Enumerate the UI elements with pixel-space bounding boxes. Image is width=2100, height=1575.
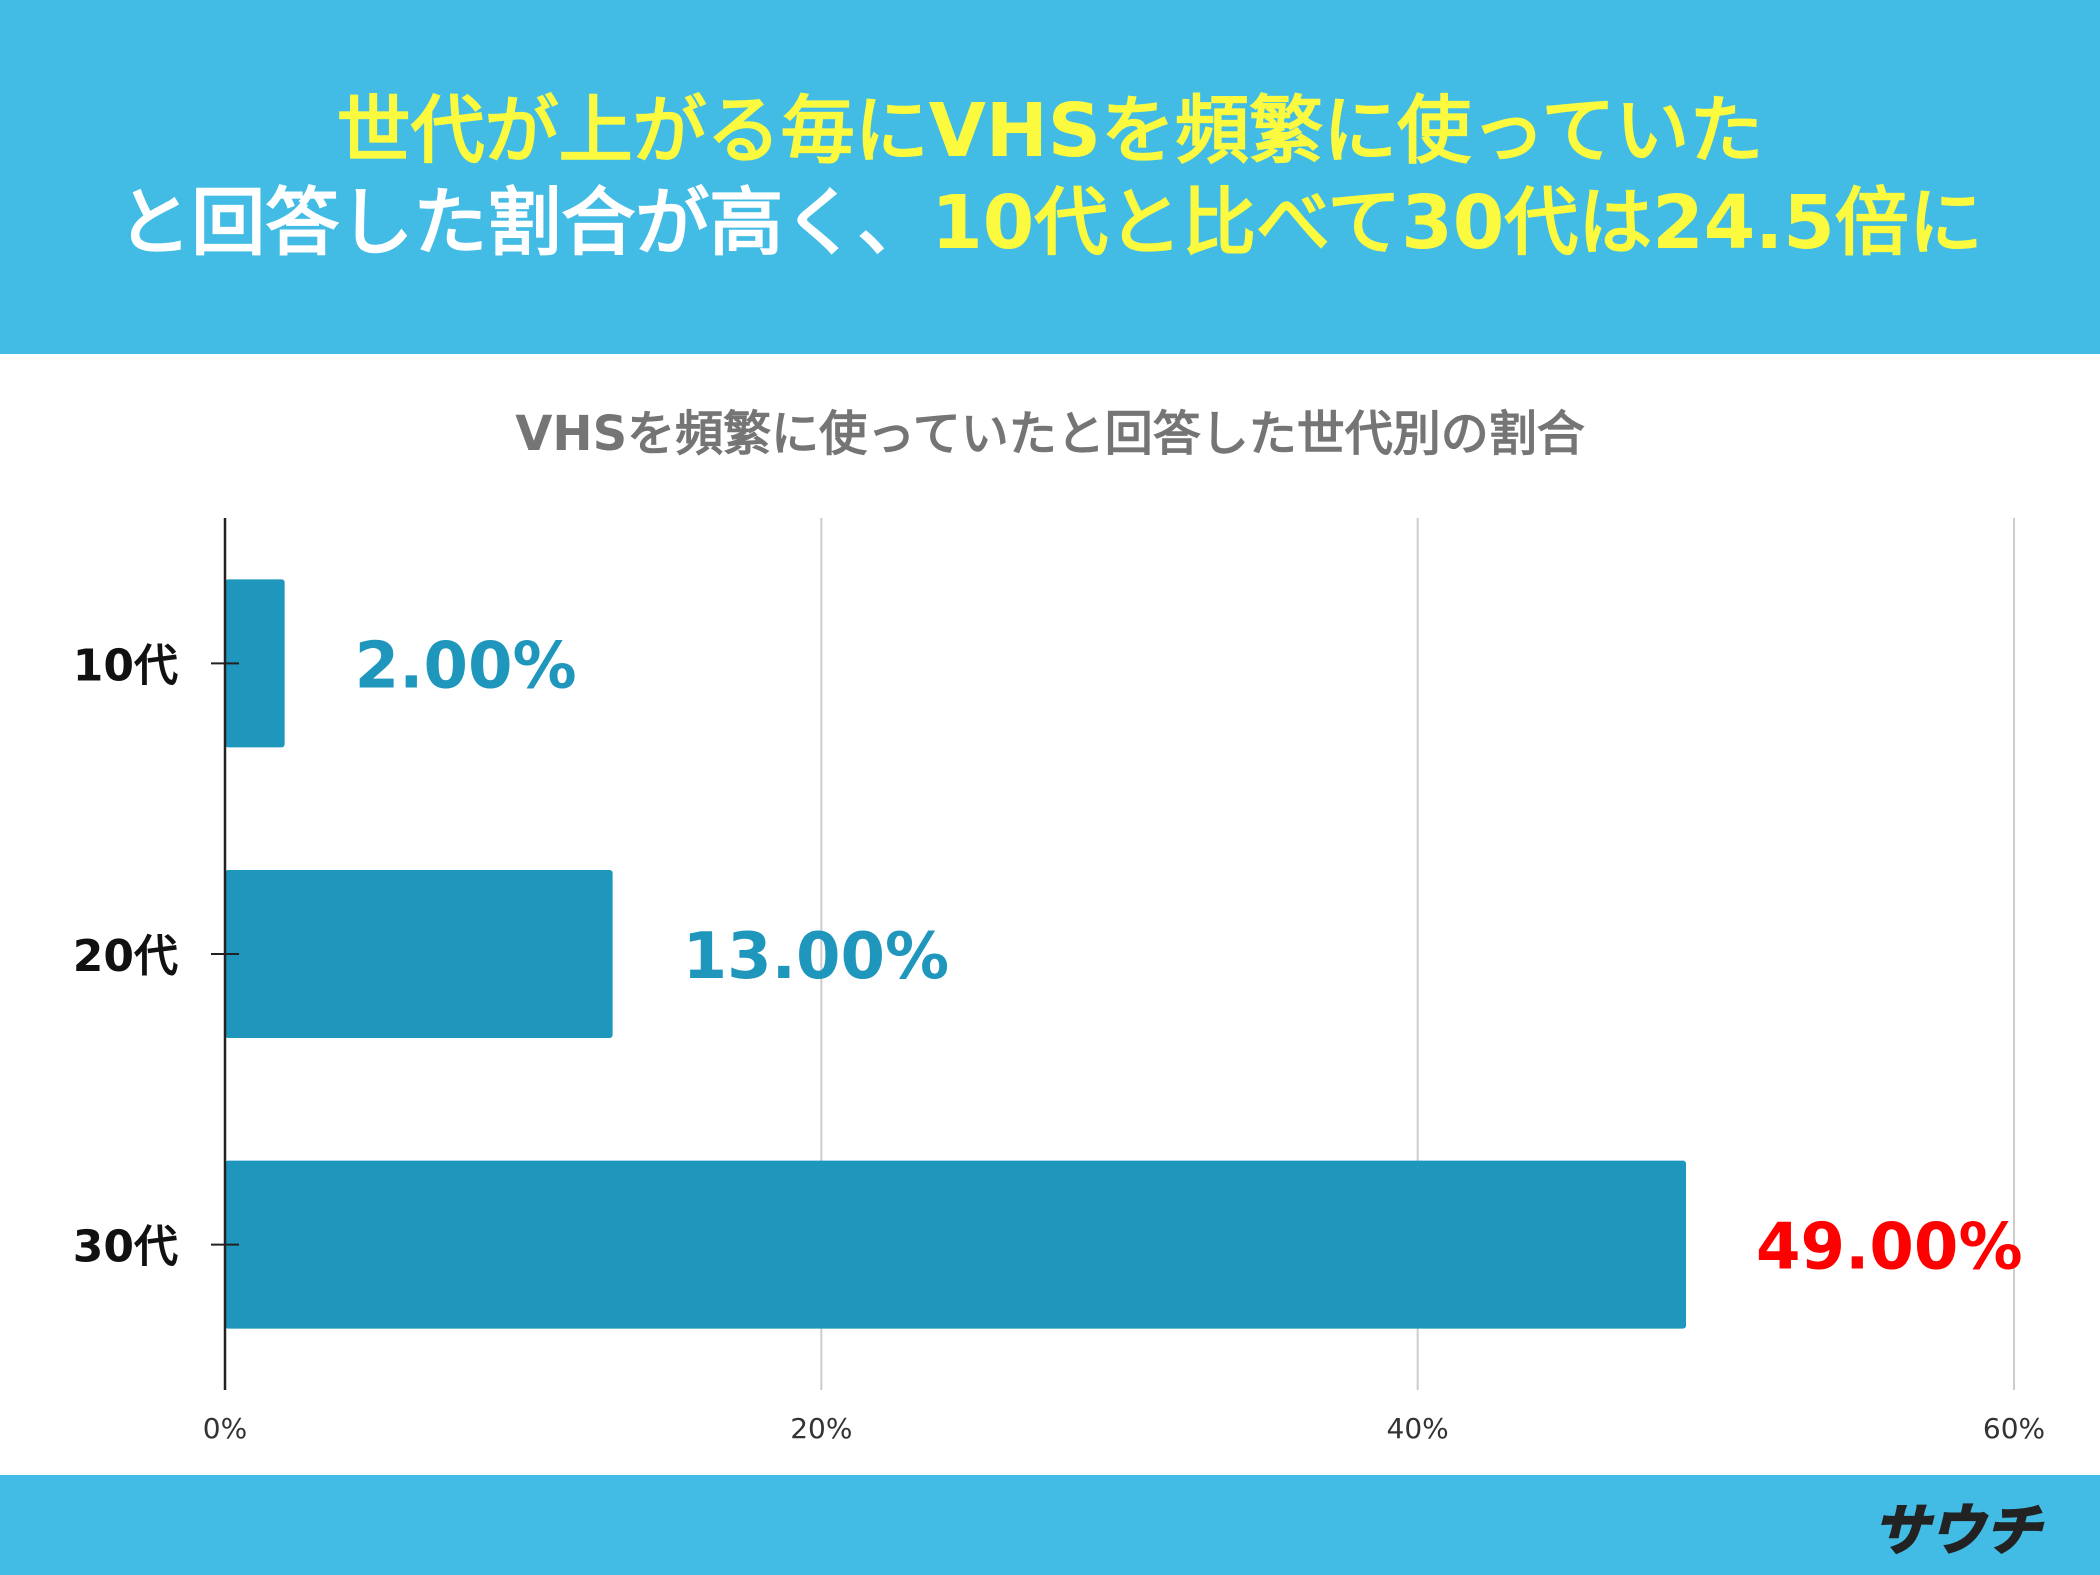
- bar-chart: 0% 20% 40% 60% 10代 2.00% 20代 13.00% 30代 49.00%: [73, 518, 2045, 1445]
- x-tick-label: 60%: [1983, 1412, 2045, 1445]
- category-label: 10代: [73, 640, 178, 691]
- brand-logo: サウチ: [1873, 1485, 2042, 1565]
- bar: [225, 1160, 1687, 1329]
- data-label: 49.00%: [1756, 1211, 2023, 1285]
- category-label: 20代: [73, 931, 178, 982]
- category-label: 30代: [73, 1222, 178, 1273]
- headline-line-2-white: と回答した割合が高く、: [117, 180, 932, 266]
- bar: [225, 870, 613, 1038]
- headline-line-1: 世代が上がる毎にVHSを頻繁に使っていた: [336, 88, 1764, 174]
- headline-line-2-yellow: 10代と比べて30代は24.5倍に: [931, 180, 1983, 266]
- x-tick-label: 20%: [790, 1412, 852, 1445]
- data-label: 2.00%: [355, 629, 577, 703]
- footer-banner: サウチ: [0, 1475, 2100, 1575]
- chart-title: VHSを頻繁に使っていたと回答した世代別の割合: [515, 406, 1585, 462]
- headline-line-2: と回答した割合が高く、10代と比べて30代は24.5倍に: [0, 178, 2100, 268]
- x-tick-label: 40%: [1387, 1412, 1449, 1445]
- x-tick-label: 0%: [203, 1412, 247, 1445]
- bar: [225, 579, 285, 748]
- header-banner: 世代が上がる毎にVHSを頻繁に使っていた と回答した割合が高く、10代と比べて3…: [0, 0, 2100, 354]
- brand-logo-text: サウチ: [1873, 1497, 2042, 1563]
- data-label: 13.00%: [683, 920, 950, 994]
